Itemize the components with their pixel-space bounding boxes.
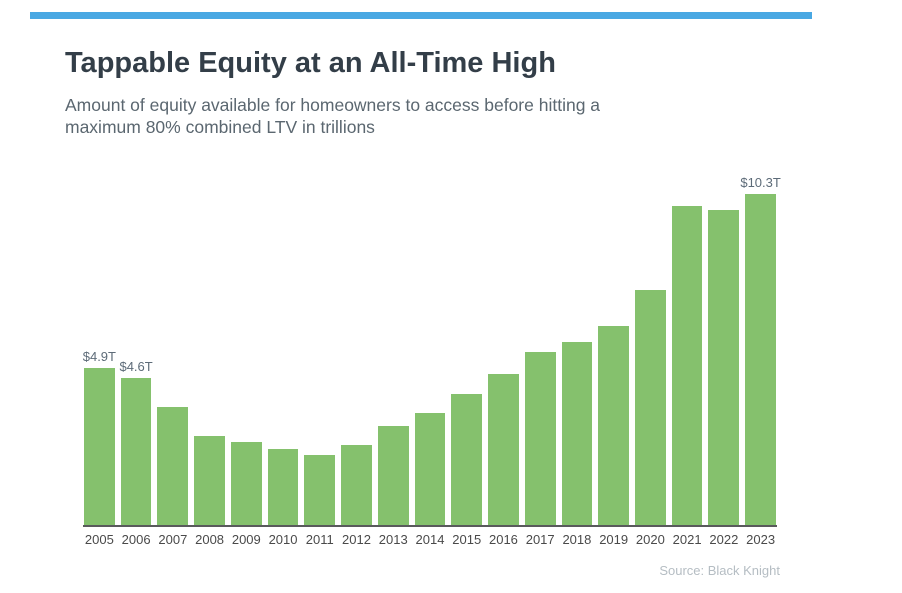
bar-column-2021 (671, 206, 703, 526)
bar-column-2020 (635, 290, 666, 526)
top-accent-bar (30, 12, 812, 19)
x-tick-2011: 2011 (305, 532, 334, 547)
bar-column-2011 (304, 455, 336, 526)
bar-2015 (451, 394, 483, 526)
bar-2009 (230, 442, 262, 526)
x-tick-2016: 2016 (488, 532, 518, 547)
data-label-2023: $10.3T (740, 175, 781, 190)
x-tick-2005: 2005 (84, 532, 114, 547)
bar-2016 (488, 374, 519, 526)
chart-title: Tappable Equity at an All-Time High (65, 47, 556, 79)
bar-column-2009 (230, 442, 262, 526)
data-label-2006: $4.6T (119, 359, 153, 374)
bar-column-2017 (524, 352, 556, 526)
bar-chart: $4.9T $4.6T $10.3T 2005 2006 2007 2008 2009 201… (83, 170, 781, 560)
data-label-2005: $4.9T (82, 349, 116, 364)
x-tick-2023: 2023 (746, 532, 776, 547)
bar-2011 (304, 455, 336, 526)
bar-2021 (671, 206, 703, 526)
x-tick-2021: 2021 (672, 532, 702, 547)
x-tick-2012: 2012 (342, 532, 371, 547)
bar-column-2015 (451, 394, 483, 526)
bar-column-2008 (194, 436, 225, 526)
x-axis-labels: 2005 2006 2007 2008 2009 2010 2011 2012 2013 2014… (84, 532, 776, 547)
bar-2012 (341, 445, 372, 526)
x-tick-2018: 2018 (562, 532, 592, 547)
bar-column-2010 (267, 449, 299, 526)
chart-subtitle: Amount of equity available for homeowner… (65, 95, 601, 137)
bar-2022 (708, 210, 740, 526)
bar-column-2023: $10.3T (740, 175, 781, 526)
x-tick-2009: 2009 (231, 532, 261, 547)
bar-column-2014 (414, 413, 446, 526)
x-tick-2006: 2006 (121, 532, 151, 547)
bar-2008 (194, 436, 225, 526)
bar-column-2018 (561, 342, 593, 526)
bar-column-2016 (488, 374, 519, 526)
x-tick-2010: 2010 (268, 532, 298, 547)
x-tick-2019: 2019 (599, 532, 629, 547)
x-tick-2008: 2008 (195, 532, 225, 547)
source-credit: Source: Black Knight (659, 563, 780, 578)
x-tick-2014: 2014 (415, 532, 445, 547)
bar-2020 (635, 290, 666, 526)
bar-2005: $4.9T (83, 349, 116, 526)
bar-2013 (377, 426, 409, 526)
bar-2019 (598, 326, 630, 526)
bar-2007 (157, 407, 189, 526)
bar-column-2013 (377, 426, 409, 526)
x-tick-2013: 2013 (378, 532, 408, 547)
bar-2017 (524, 352, 556, 526)
bar-2014 (414, 413, 446, 526)
bar-column-2012 (341, 445, 372, 526)
x-axis-line (83, 525, 777, 527)
bars-area: $4.9T $4.6T $10.3T (83, 170, 781, 526)
x-tick-2007: 2007 (158, 532, 188, 547)
bar-2006: $4.6T (119, 359, 153, 526)
x-tick-2015: 2015 (452, 532, 482, 547)
bar-column-2022 (708, 210, 740, 526)
x-tick-2022: 2022 (709, 532, 739, 547)
x-tick-2020: 2020 (635, 532, 665, 547)
bar-column-2006: $4.6T (119, 359, 153, 526)
bar-2010 (267, 449, 299, 526)
bar-column-2005: $4.9T (83, 349, 116, 526)
bar-2023: $10.3T (740, 175, 781, 526)
bar-column-2007 (157, 407, 189, 526)
x-tick-2017: 2017 (525, 532, 555, 547)
bar-2018 (561, 342, 593, 526)
bar-column-2019 (598, 326, 630, 526)
